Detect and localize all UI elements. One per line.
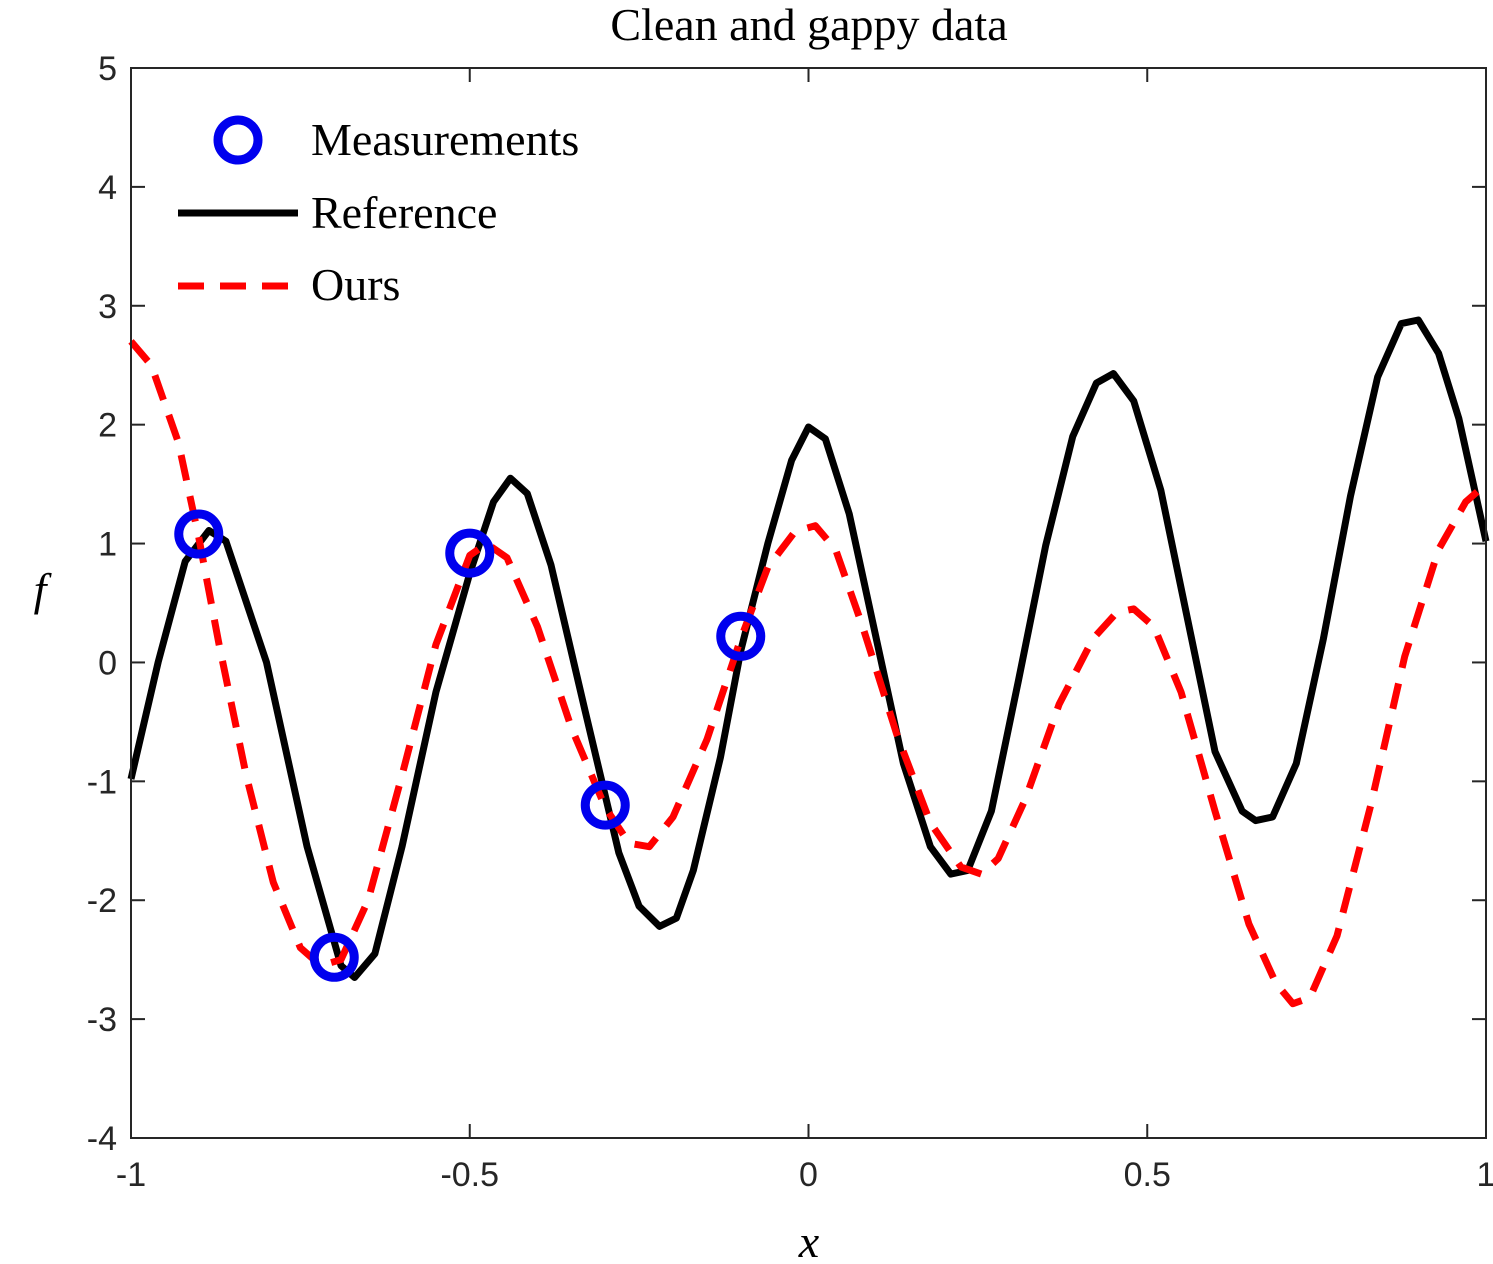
legend-label-reference: Reference <box>311 187 497 238</box>
y-tick-label: 0 <box>98 644 117 682</box>
axis-tick-labels: -1 -0.5 0 0.5 1 -4 -3 -2 -1 0 1 2 3 4 5 <box>87 50 1493 1194</box>
series-lines <box>127 316 1490 1008</box>
y-tick-label: 1 <box>98 526 117 564</box>
measurement-markers <box>174 509 766 982</box>
x-tick-label: -0.5 <box>440 1156 499 1194</box>
x-tick-label: -1 <box>116 1156 146 1194</box>
measurement-point <box>445 528 495 578</box>
measurement-point <box>580 780 630 830</box>
axes-frame <box>130 67 1487 1139</box>
y-tick-label: -3 <box>87 1001 117 1039</box>
chart-title: Clean and gappy data <box>610 0 1007 50</box>
y-tick-label: -1 <box>87 763 117 801</box>
legend-label-ours: Ours <box>311 259 400 310</box>
legend-marker-measurements <box>213 115 263 165</box>
measurement-point <box>174 509 224 559</box>
y-tick-label: 3 <box>98 288 117 326</box>
y-tick-label: 2 <box>98 407 117 445</box>
y-axis-label: f <box>34 564 53 615</box>
axes-box <box>130 67 1487 1139</box>
y-tick-label: -2 <box>87 882 117 920</box>
legend: Measurements Reference Ours <box>178 114 579 310</box>
x-tick-label: 0 <box>799 1156 818 1194</box>
x-axis-label: x <box>798 1216 820 1264</box>
x-tick-label: 1 <box>1477 1156 1493 1194</box>
y-tick-label: -4 <box>87 1120 117 1158</box>
series-line-reference <box>127 316 1490 981</box>
measurement-point <box>716 611 766 661</box>
legend-label-measurements: Measurements <box>311 114 579 165</box>
measurement-point <box>309 932 359 982</box>
y-tick-label: 5 <box>98 50 117 88</box>
x-tick-label: 0.5 <box>1124 1156 1171 1194</box>
y-tick-label: 4 <box>98 169 117 207</box>
